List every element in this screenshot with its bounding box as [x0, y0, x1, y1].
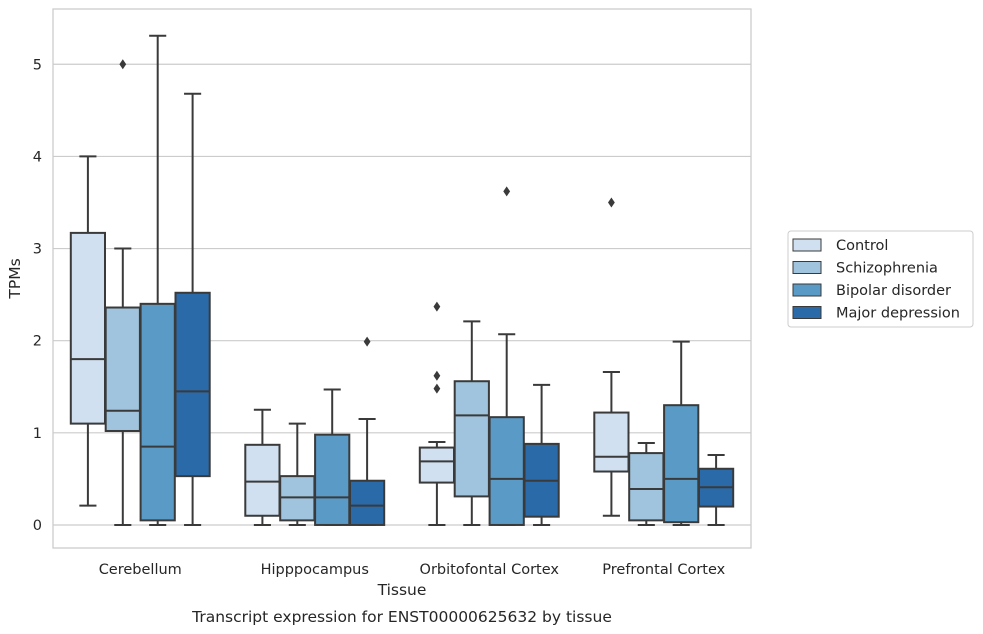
iqr-box: [488, 416, 525, 526]
y-tick-label: 2: [33, 334, 42, 350]
iqr-box: [174, 291, 211, 478]
legend-label: Bipolar disorder: [836, 283, 951, 299]
x-axis-ticks: Cerebellum Hipppocampus Orbitofontal Corte…: [99, 562, 726, 578]
outlier-point: [363, 336, 371, 347]
y-tick-label: 3: [33, 242, 42, 258]
legend-item: Schizophrenia: [792, 261, 938, 277]
legend-label: Control: [836, 238, 888, 254]
legend-item: Bipolar disorder: [792, 283, 951, 299]
iqr-box: [628, 452, 665, 522]
y-tick-label: 4: [33, 149, 42, 165]
iqr-box: [244, 443, 281, 517]
outlier-point: [433, 383, 441, 394]
legend-swatch: [792, 238, 822, 252]
box-control: [418, 301, 456, 526]
iqr-box: [314, 433, 351, 526]
box-control: [593, 197, 630, 517]
iqr-box: [69, 231, 107, 425]
x-tick-label: Prefrontal Cortex: [602, 562, 725, 578]
plot-frame: [52, 8, 752, 549]
iqr-box: [453, 380, 490, 498]
legend-item: Major depression: [792, 306, 960, 322]
box-major-depression: [174, 92, 211, 526]
box-control: [69, 155, 107, 507]
box-bipolar-disorder: [663, 340, 700, 526]
x-tick-label: Hipppocampus: [261, 562, 369, 578]
legend-frame: [787, 230, 974, 328]
box-schizophrenia: [628, 441, 665, 526]
y-tick-label: 0: [33, 518, 42, 534]
box-bipolar-disorder: [314, 388, 351, 526]
y-axis-ticks: 0 1 2 3 4 5: [33, 57, 42, 534]
outlier-point: [608, 197, 615, 208]
legend-item: Control: [792, 238, 888, 254]
y-tick-label: 5: [33, 57, 42, 73]
box-bipolar-disorder: [139, 34, 176, 526]
legend-label: Schizophrenia: [836, 261, 938, 277]
outlier-point: [119, 59, 127, 70]
box-plot-marks: [69, 34, 735, 526]
legend: Control Schizophrenia Bipolar disorder Majo…: [787, 230, 974, 328]
iqr-box: [348, 479, 386, 526]
box-schizophrenia: [279, 422, 316, 526]
figure-caption: Transcript expression for ENST0000062563…: [191, 608, 612, 626]
box-schizophrenia: [453, 320, 490, 526]
box-major-depression: [697, 453, 735, 526]
iqr-box: [663, 404, 700, 524]
box-control: [244, 408, 281, 526]
iqr-box: [418, 446, 456, 484]
x-tick-label: Cerebellum: [99, 562, 182, 578]
y-tick-label: 1: [33, 426, 42, 442]
iqr-box: [593, 411, 630, 473]
y-axis-title: TPMs: [6, 258, 24, 299]
x-axis-title: Tissue: [377, 581, 427, 599]
legend-label: Major depression: [836, 306, 960, 322]
box-schizophrenia: [104, 59, 141, 526]
legend-swatch: [792, 261, 822, 274]
box-major-depression: [523, 383, 560, 526]
iqr-box: [104, 306, 141, 432]
outlier-point: [433, 370, 441, 381]
iqr-box: [139, 302, 176, 522]
outlier-point: [433, 301, 441, 312]
legend-swatch: [792, 306, 822, 319]
legend-swatch: [792, 283, 822, 297]
box-bipolar-disorder: [488, 186, 525, 526]
x-tick-label: Orbitofontal Cortex: [420, 562, 560, 578]
outlier-point: [503, 186, 511, 197]
box-major-depression: [348, 336, 386, 526]
